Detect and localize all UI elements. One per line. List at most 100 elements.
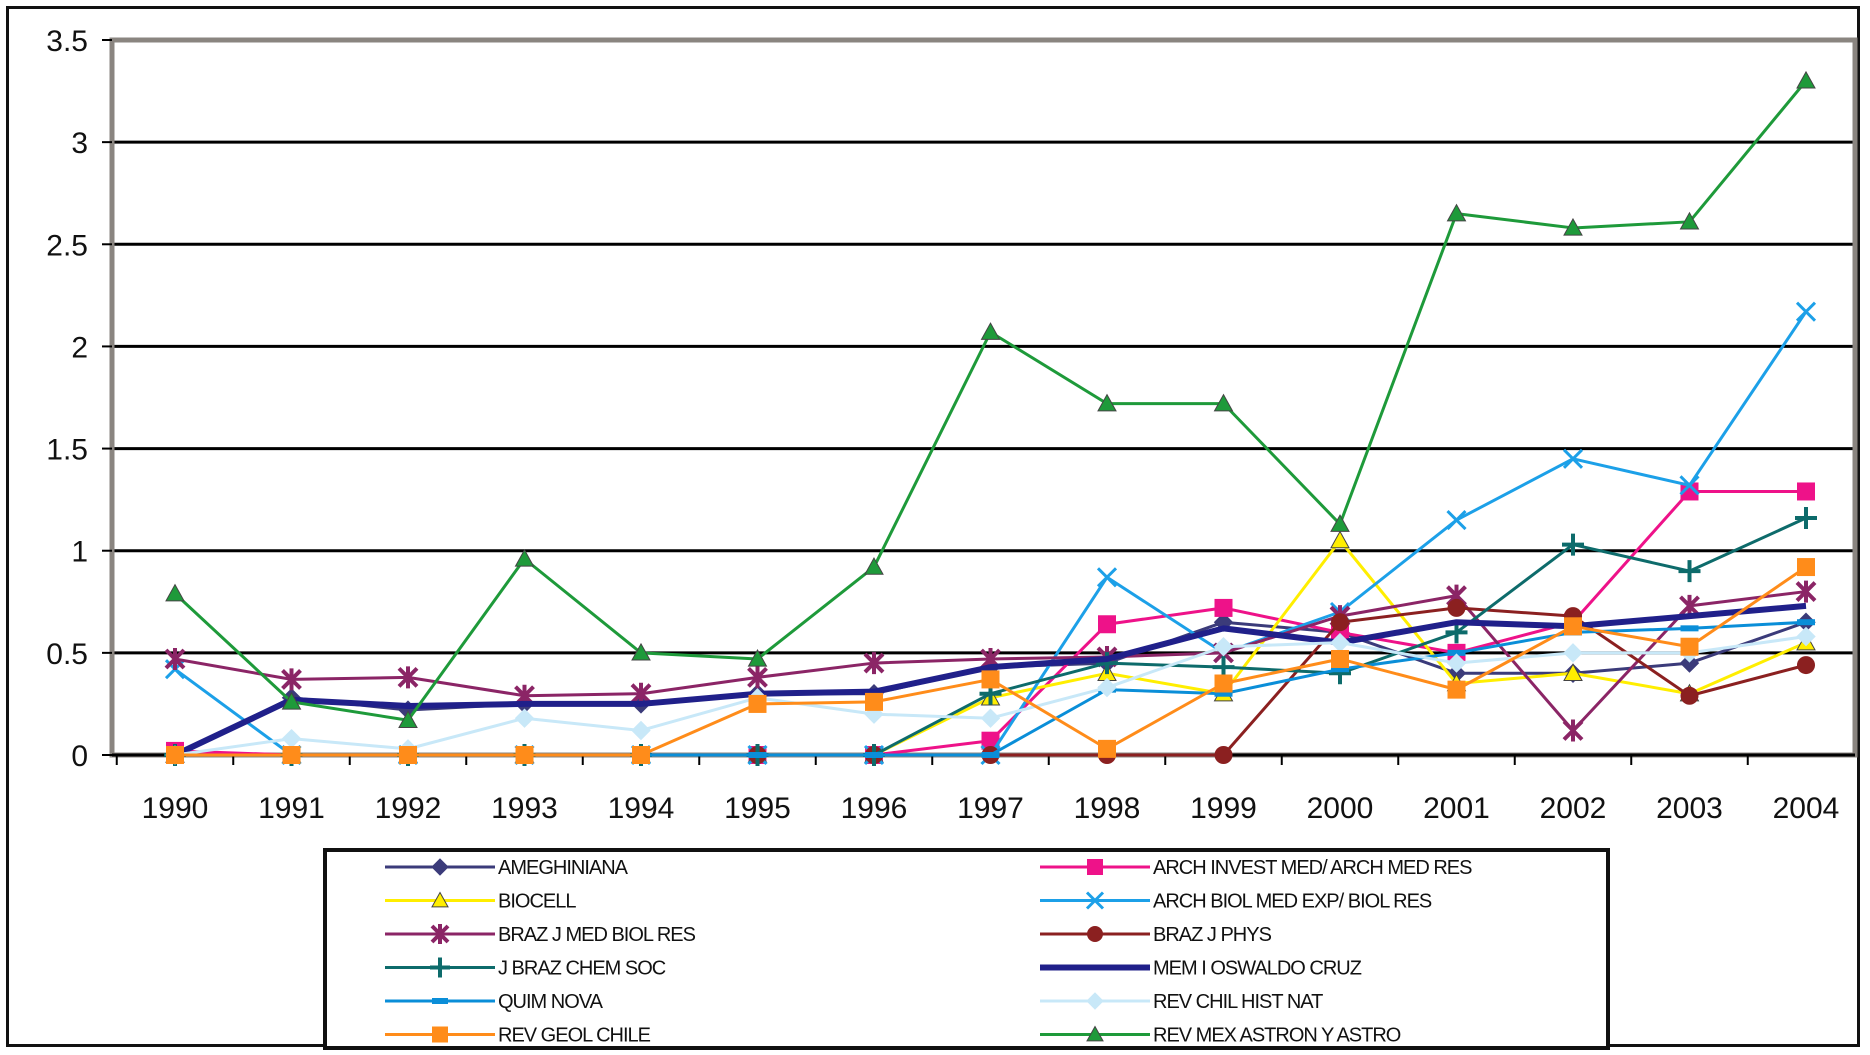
y-tick-label: 1 xyxy=(71,536,88,569)
data-point xyxy=(431,891,449,908)
data-point xyxy=(282,746,301,764)
data-point xyxy=(1562,448,1584,469)
data-point xyxy=(1087,926,1103,942)
data-point xyxy=(1214,746,1233,764)
data-point xyxy=(1097,393,1117,412)
data-point xyxy=(864,557,884,575)
legend-label: REV GEOL CHILE xyxy=(498,1025,651,1047)
data-point xyxy=(431,858,449,876)
data-point xyxy=(748,752,767,758)
data-point xyxy=(1563,643,1583,663)
series-braz-j-med-biol-res xyxy=(164,580,1817,742)
data-point xyxy=(981,670,1000,689)
data-point xyxy=(1214,598,1233,617)
series-mem-i-oswaldo-cruz xyxy=(173,602,1807,758)
data-point xyxy=(1680,625,1699,632)
data-point xyxy=(747,648,768,667)
data-point xyxy=(1797,482,1815,501)
legend-label: QUIM NOVA xyxy=(498,991,604,1013)
x-tick-label: 2004 xyxy=(1773,792,1840,825)
data-point xyxy=(1795,507,1817,530)
x-tick-label: 1995 xyxy=(724,792,791,825)
data-point xyxy=(1098,739,1116,758)
legend-item: ARCH INVEST MED/ ARCH MED RES xyxy=(1040,857,1473,879)
data-point xyxy=(1096,567,1118,588)
legend-item: J BRAZ CHEM SOC xyxy=(385,957,667,980)
data-point xyxy=(515,746,534,764)
x-tick-label: 1994 xyxy=(608,792,675,825)
legend-item: MEM I OSWALDO CRUZ xyxy=(1040,958,1363,980)
legend-label: ARCH INVEST MED/ ARCH MED RES xyxy=(1153,857,1472,879)
data-point xyxy=(1086,1025,1104,1042)
data-point xyxy=(1331,613,1349,632)
data-point xyxy=(631,642,651,661)
legend-label: ARCH BIOL MED EXP/ BIOL RES xyxy=(1153,891,1432,913)
data-point xyxy=(1679,653,1700,673)
data-point xyxy=(514,548,535,567)
data-point xyxy=(164,647,186,670)
data-point xyxy=(1331,666,1349,673)
data-point xyxy=(1797,558,1815,577)
data-point xyxy=(1214,674,1233,693)
x-tick-label: 2000 xyxy=(1307,792,1374,825)
data-point xyxy=(1213,637,1234,657)
x-tick-label: 2003 xyxy=(1656,792,1723,825)
data-point xyxy=(281,691,302,710)
x-tick-label: 1999 xyxy=(1190,792,1257,825)
y-tick-label: 2 xyxy=(71,331,88,364)
legend-label: BRAZ J MED BIOL RES xyxy=(498,924,696,946)
y-tick-label: 0.5 xyxy=(46,638,88,671)
data-point xyxy=(430,957,450,978)
grid-lines xyxy=(112,140,1855,655)
legend-item: AMEGHINIANA xyxy=(385,857,630,879)
data-point xyxy=(1330,514,1350,532)
data-point xyxy=(1330,530,1350,549)
data-point xyxy=(1679,211,1700,230)
legend-item: BRAZ J PHYS xyxy=(1040,924,1273,946)
data-point xyxy=(1680,482,1699,501)
x-tick-label: 1998 xyxy=(1074,792,1141,825)
plot-area-border xyxy=(109,37,1858,758)
y-tick-label: 3 xyxy=(71,127,88,160)
data-point xyxy=(1447,649,1466,656)
x-tick-label: 1990 xyxy=(142,792,209,825)
data-point xyxy=(747,666,768,689)
legend: AMEGHINIANA ARCH INVEST MED/ ARCH MED RES… xyxy=(323,848,1610,1050)
data-point xyxy=(1446,510,1467,531)
data-point xyxy=(1086,992,1104,1010)
data-point xyxy=(1564,617,1582,636)
series-rev-mex-astron-y-astro xyxy=(165,70,1816,728)
data-point xyxy=(1096,652,1118,675)
legend-item: BRAZ J MED BIOL RES xyxy=(385,924,697,946)
data-point xyxy=(430,924,450,944)
data-point xyxy=(1562,719,1584,742)
data-point xyxy=(865,752,883,758)
data-point xyxy=(1098,615,1116,634)
y-tick-label: 0 xyxy=(71,740,88,773)
series-rev-geol-chile xyxy=(166,558,1815,764)
data-point xyxy=(1680,686,1699,705)
data-point xyxy=(398,710,418,728)
data-point xyxy=(863,652,885,675)
data-point xyxy=(1797,619,1815,626)
legend-label: J BRAZ CHEM SOC xyxy=(498,958,666,980)
data-point xyxy=(1797,656,1815,675)
data-point xyxy=(1087,859,1103,875)
data-point xyxy=(1796,626,1816,647)
legend-box xyxy=(323,848,1610,1050)
data-point xyxy=(1563,217,1583,236)
data-point xyxy=(1796,70,1816,89)
data-point xyxy=(1678,560,1701,583)
data-point xyxy=(281,728,302,749)
x-tick-label: 1996 xyxy=(841,792,908,825)
legend-label: BIOCELL xyxy=(498,891,576,913)
x-tick-label: 1997 xyxy=(957,792,1024,825)
data-point xyxy=(399,746,417,764)
data-point xyxy=(1447,598,1466,617)
data-point xyxy=(748,694,767,713)
legend-label: AMEGHINIANA xyxy=(498,857,629,879)
data-point xyxy=(1562,533,1584,556)
data-point xyxy=(1212,656,1235,679)
x-tick-label: 2001 xyxy=(1423,792,1490,825)
legend-item: ARCH BIOL MED EXP/ BIOL RES xyxy=(1040,891,1433,913)
